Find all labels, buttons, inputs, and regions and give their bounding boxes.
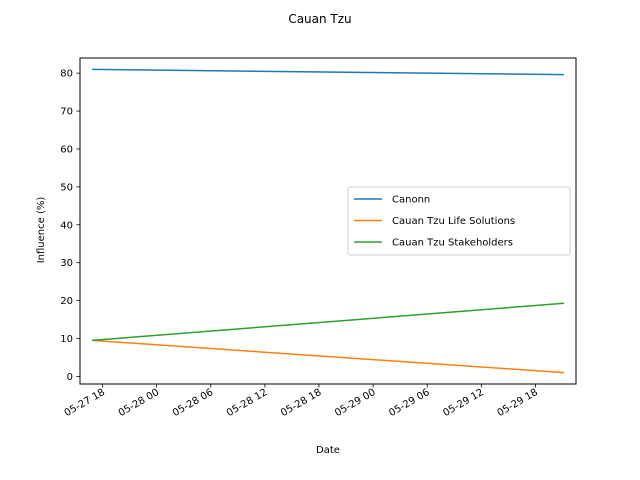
y-tick-label: 80 [60, 69, 73, 80]
y-tick-label: 50 [60, 182, 73, 193]
y-tick-label: 60 [60, 144, 73, 155]
legend-label: Canonn [392, 195, 430, 206]
y-tick-label: 0 [67, 372, 73, 383]
legend-label: Cauan Tzu Stakeholders [392, 238, 513, 249]
series-line [91, 302, 565, 342]
legend-label: Cauan Tzu Life Solutions [392, 216, 515, 227]
y-tick-label: 20 [60, 296, 73, 307]
chart-title: Cauan Tzu [288, 12, 351, 26]
y-tick-label: 70 [60, 107, 73, 118]
legend-box [347, 186, 571, 256]
x-axis-label: Date [316, 445, 340, 456]
series-lines [91, 68, 565, 374]
y-axis-label: Influence (%) [36, 197, 47, 264]
series-line [92, 68, 564, 76]
y-tick-label: 10 [60, 334, 73, 345]
y-tick-label: 30 [60, 258, 73, 269]
legend: Canonn Cauan Tzu Life Solutions Cauan Tzu … [347, 186, 571, 256]
series-line [91, 339, 565, 374]
y-tick-label: 40 [60, 220, 73, 231]
y-axis-ticks: 0 10 20 30 40 50 60 70 80 [60, 69, 80, 383]
